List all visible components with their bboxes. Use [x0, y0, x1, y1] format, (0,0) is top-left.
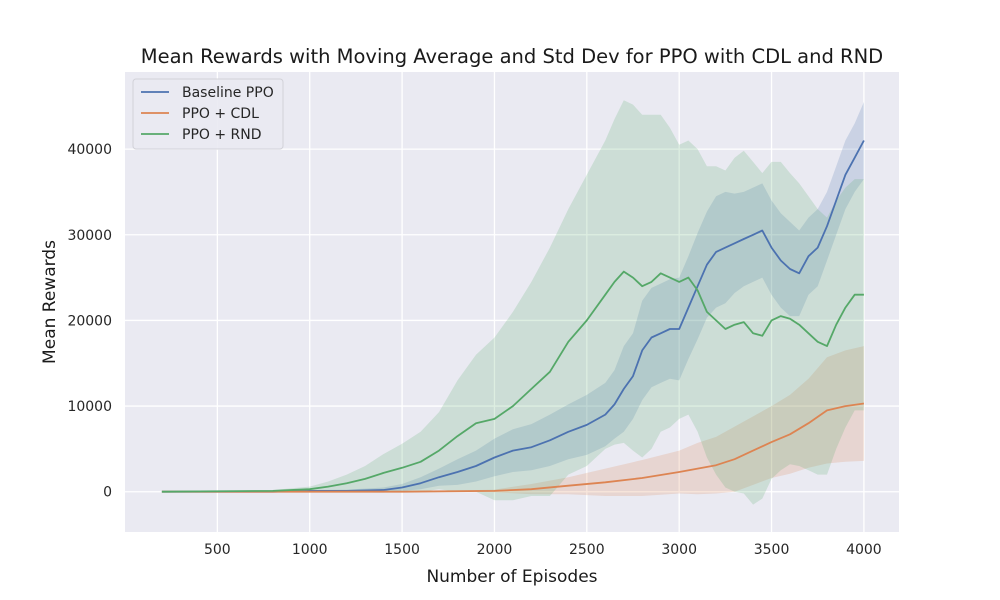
- chart-title: Mean Rewards with Moving Average and Std…: [141, 45, 883, 68]
- x-tick-label: 1000: [292, 542, 328, 558]
- y-axis-label: Mean Rewards: [40, 240, 60, 364]
- x-tick-label: 4000: [846, 542, 882, 558]
- x-tick-labels: 500 1000 1500 2000 2500 3000 3500 4000: [204, 542, 882, 558]
- y-tick-label: 40000: [67, 142, 112, 158]
- legend-label-baseline-ppo: Baseline PPO: [182, 85, 274, 101]
- ppo-rnd-line: [161, 270, 864, 493]
- ppo-cdl-line: [161, 402, 865, 493]
- x-tick-label: 3000: [661, 542, 697, 558]
- y-tick-label: 30000: [67, 228, 112, 244]
- x-tick-label: 2000: [477, 542, 513, 558]
- x-tick-label: 3500: [754, 542, 790, 558]
- y-tick-labels: 0 10000 20000 30000 40000: [67, 142, 112, 501]
- baseline-ppo-line: [161, 140, 865, 493]
- ppo-cdl-std-band: [161, 346, 864, 496]
- x-axis-label: Number of Episodes: [426, 567, 597, 587]
- ppo-rnd-std-band: [161, 100, 864, 505]
- y-tick-label: 0: [103, 485, 112, 501]
- legend: Baseline PPO PPO + CDL PPO + RND: [132, 78, 284, 150]
- x-tick-label: 500: [204, 542, 231, 558]
- y-tick-label: 20000: [67, 313, 112, 329]
- legend-label-ppo-cdl: PPO + CDL: [182, 106, 259, 122]
- legend-box: [132, 78, 284, 150]
- series-lines: [161, 140, 865, 493]
- y-tick-label: 10000: [67, 399, 112, 415]
- legend-label-ppo-rnd: PPO + RND: [182, 127, 262, 143]
- baseline-ppo-std-band: [161, 102, 864, 493]
- x-tick-label: 1500: [384, 542, 420, 558]
- x-tick-label: 2500: [569, 542, 605, 558]
- std-bands: [161, 100, 864, 505]
